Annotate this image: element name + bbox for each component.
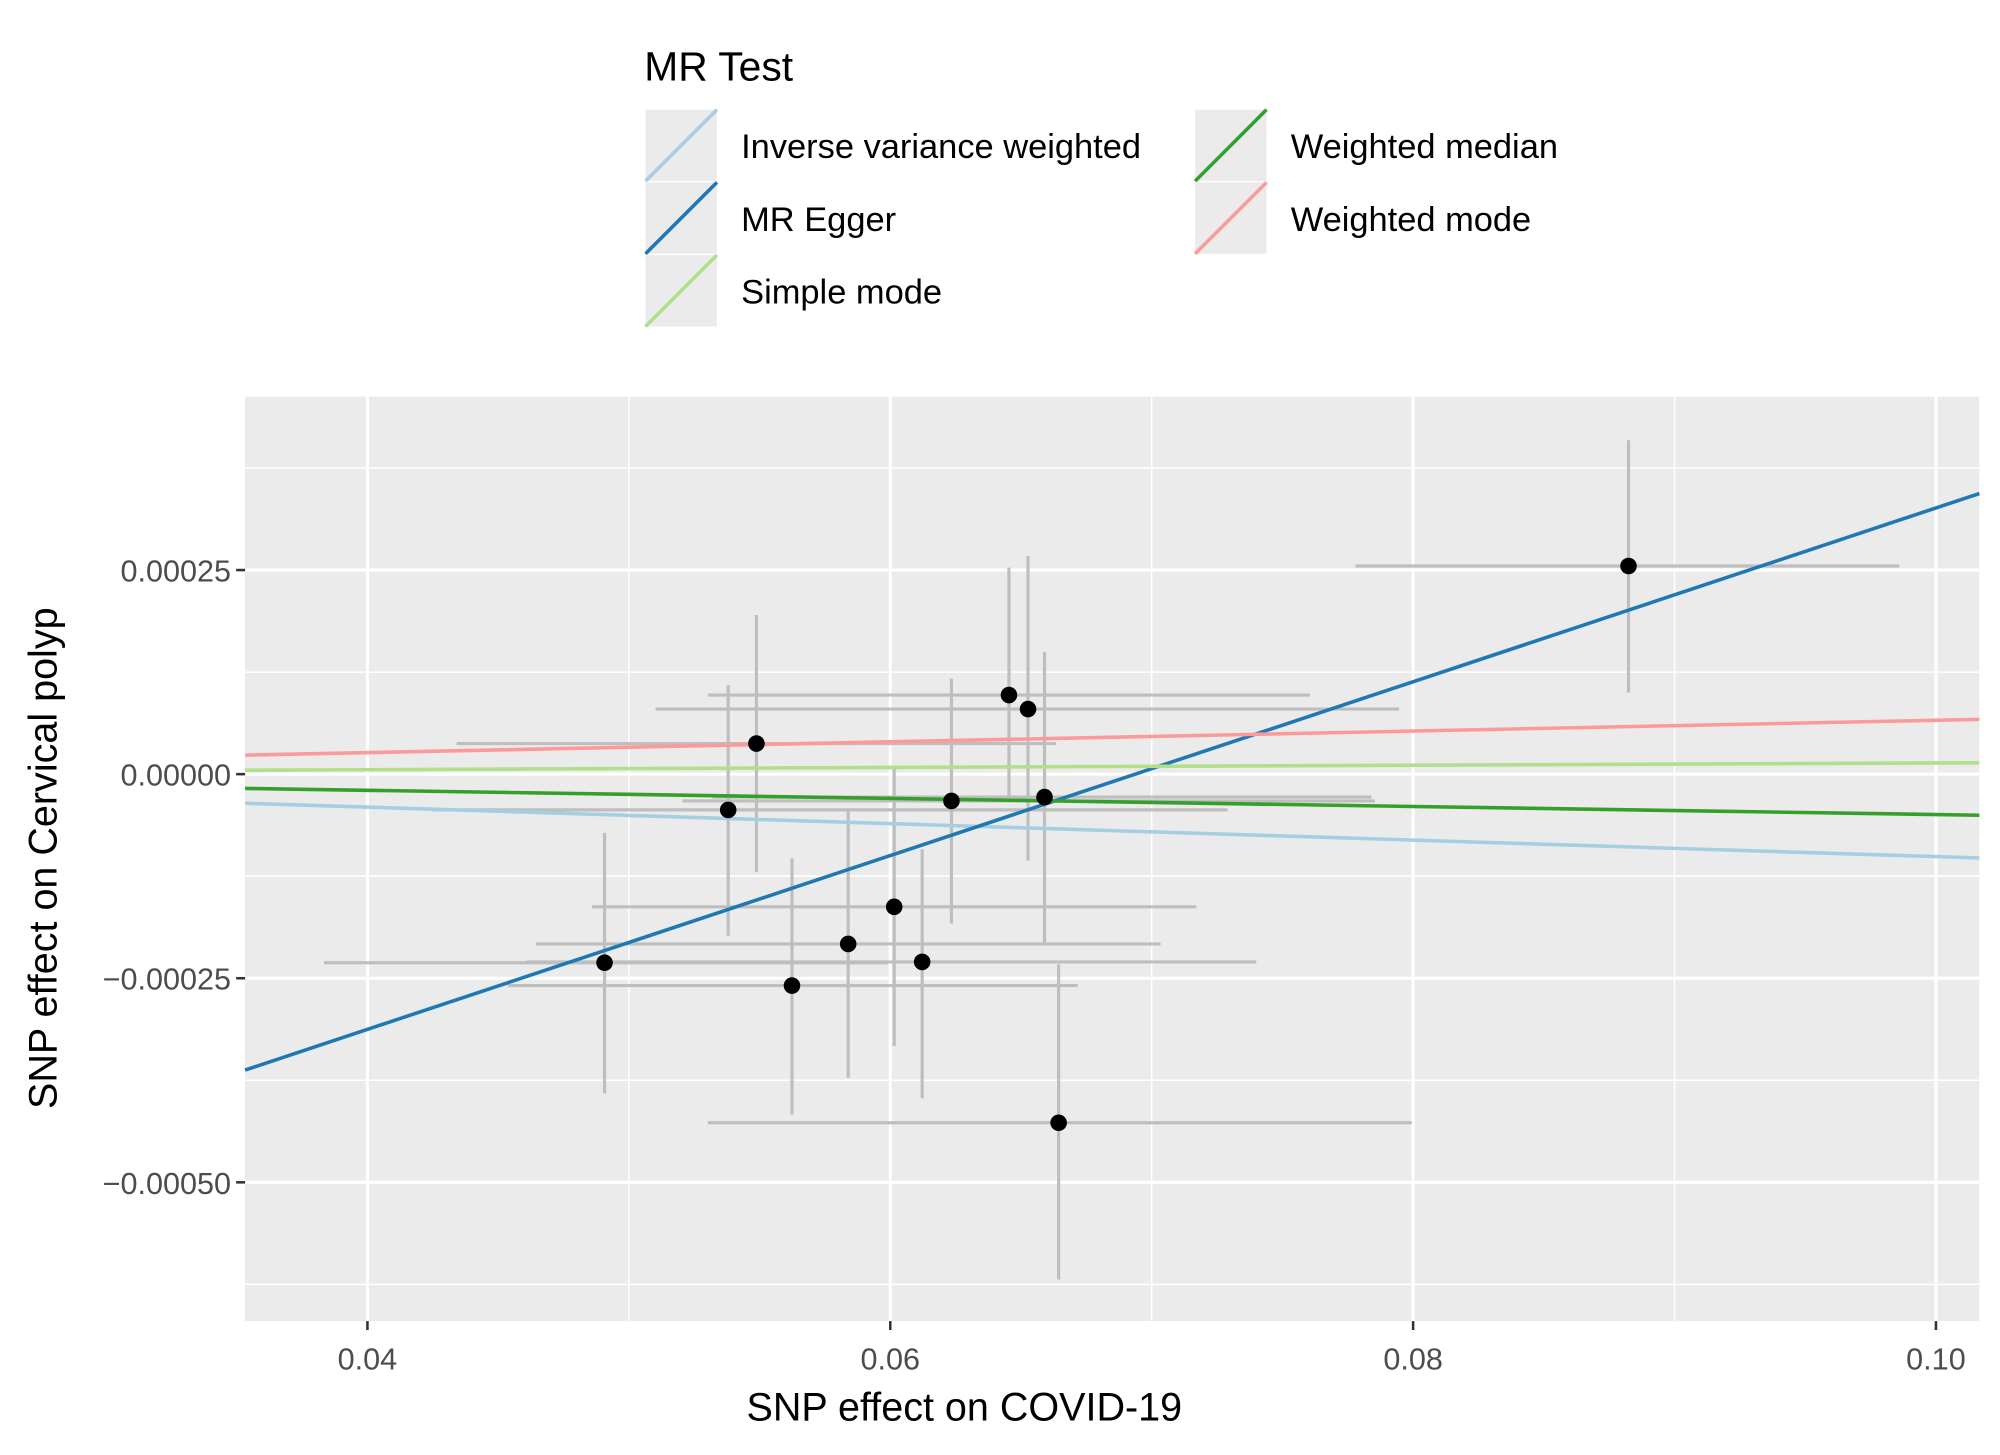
y-tick-label: 0.00025 [120,555,231,589]
legend-item: Simple mode [644,253,942,328]
data-point [885,898,903,916]
x-tick-label: 0.06 [860,1343,920,1377]
regression-line-weighted-median [245,786,1980,818]
legend-label: Weighted mode [1291,201,1531,239]
legend-line-icon [644,108,719,183]
y-tick-label: −0.00025 [103,963,231,997]
y-tick-label: −0.00050 [103,1167,231,1201]
data-point [839,935,857,953]
legend-line-icon [644,253,719,328]
legend-label: Weighted median [1291,128,1558,166]
legend-item: Weighted median [1193,108,1558,183]
y-axis-title: SNP effect on Cervical polyp [21,607,65,1109]
legend-item: MR Egger [644,181,896,256]
data-point [1000,686,1018,704]
plot-panel [245,396,1980,1322]
data-point [1036,788,1053,806]
data-points [596,557,1637,1132]
data-point [913,953,931,971]
data-point [748,735,765,752]
data-point [1620,557,1637,575]
x-tick-label: 0.10 [1906,1343,1966,1377]
y-tick-label: 0.00000 [120,759,231,793]
x-axis-title: SNP effect on COVID-19 [746,1386,1182,1430]
regression-line-weighted-mode [245,717,1980,757]
data-point [943,792,960,810]
x-tick-label: 0.08 [1383,1343,1443,1377]
legend-line-icon [644,181,719,256]
mr-lines [244,491,1980,1072]
legend-line-icon [1193,108,1268,183]
data-point [1050,1114,1067,1132]
legend-item: Weighted mode [1193,181,1531,256]
legend: MR Test Inverse variance weighted MR Egge… [644,43,1558,328]
legend-label: MR Egger [741,201,896,239]
data-point [1019,700,1037,718]
gridlines [105,396,1980,1322]
x-tick-label: 0.04 [338,1343,398,1377]
regression-line-simple-mode [245,760,1980,772]
regression-line-mr-egger [244,491,1980,1072]
legend-label: Inverse variance weighted [741,128,1141,166]
legend-title: MR Test [644,43,794,89]
data-point [596,954,613,972]
data-point [783,977,801,994]
legend-label: Simple mode [741,273,942,311]
legend-item: Inverse variance weighted [644,108,1141,183]
data-point [719,801,737,819]
regression-line-inverse-variance-weighted [245,801,1980,860]
legend-line-icon [1193,181,1268,256]
axes: 0.04 0.06 0.08 0.10 0.00025 0.00000 −0.00025 −0… [103,555,1966,1377]
